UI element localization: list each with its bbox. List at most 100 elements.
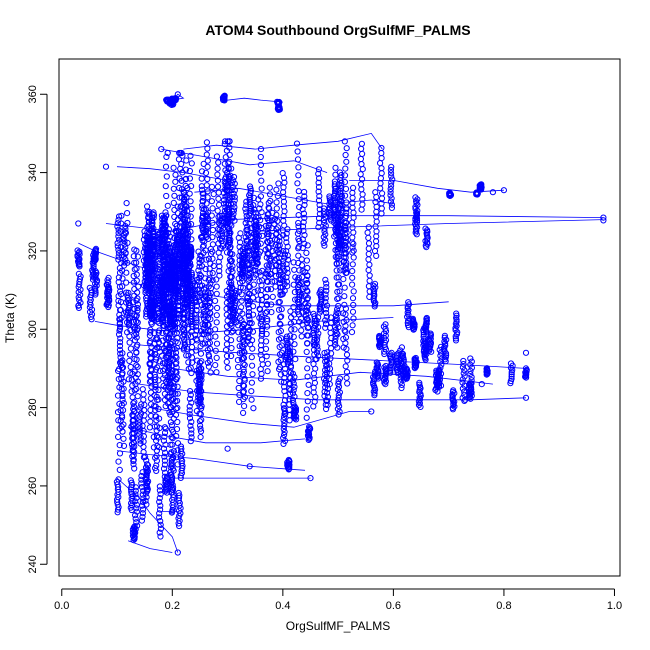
data-point xyxy=(134,363,141,370)
data-point xyxy=(149,269,156,276)
data-point xyxy=(237,284,244,291)
data-point xyxy=(178,160,185,168)
data-point xyxy=(215,213,222,220)
data-point xyxy=(365,256,372,263)
data-point xyxy=(289,396,296,403)
data-point xyxy=(147,418,154,425)
data-point xyxy=(168,260,175,267)
data-point xyxy=(305,357,312,364)
data-point xyxy=(291,341,298,348)
data-point xyxy=(153,467,160,474)
data-point xyxy=(357,155,364,163)
data-point xyxy=(203,139,210,146)
data-point xyxy=(164,286,171,293)
data-point xyxy=(221,160,228,167)
data-point xyxy=(177,443,184,450)
data-point xyxy=(304,242,311,249)
data-point xyxy=(249,362,256,369)
data-point xyxy=(114,240,121,247)
data-point xyxy=(217,231,224,238)
data-point xyxy=(188,160,195,167)
data-point xyxy=(163,329,170,336)
data-point xyxy=(200,325,207,332)
data-point xyxy=(122,229,129,236)
data-point xyxy=(116,316,123,323)
data-point xyxy=(238,297,245,304)
data-point xyxy=(303,406,310,413)
data-point xyxy=(119,414,126,421)
data-point xyxy=(140,391,147,398)
data-point xyxy=(333,267,340,274)
series-line xyxy=(116,477,179,553)
data-point xyxy=(303,249,310,256)
data-point xyxy=(179,228,187,236)
data-point xyxy=(291,266,298,273)
data-point xyxy=(215,159,222,166)
data-point xyxy=(197,399,204,406)
data-point xyxy=(115,433,122,440)
data-point xyxy=(327,340,334,347)
data-point xyxy=(379,190,386,197)
data-point xyxy=(146,218,153,225)
data-point xyxy=(166,409,173,416)
data-point xyxy=(123,289,130,296)
data-point xyxy=(115,256,122,263)
data-point xyxy=(172,220,179,227)
data-point xyxy=(222,186,229,193)
data-point xyxy=(201,302,208,309)
data-point xyxy=(186,388,194,395)
data-point xyxy=(365,250,372,258)
data-point xyxy=(152,376,159,383)
data-point xyxy=(125,376,132,383)
data-point xyxy=(222,175,229,182)
data-point xyxy=(170,428,177,435)
data-point xyxy=(180,259,187,267)
data-point xyxy=(120,400,127,407)
data-point xyxy=(156,483,163,490)
data-point xyxy=(264,368,271,375)
data-point xyxy=(196,359,204,366)
data-point xyxy=(188,221,195,228)
data-point xyxy=(170,396,177,403)
data-point xyxy=(324,349,331,356)
data-point xyxy=(350,315,357,322)
data-point xyxy=(197,428,205,435)
data-point xyxy=(197,411,204,418)
series-line xyxy=(116,450,306,471)
data-point xyxy=(199,233,206,240)
data-point xyxy=(131,266,138,273)
data-point xyxy=(232,290,239,297)
data-point xyxy=(133,318,140,325)
data-point xyxy=(132,374,139,381)
data-point xyxy=(365,224,372,231)
data-point xyxy=(248,354,255,361)
data-point xyxy=(155,295,162,302)
data-point xyxy=(186,411,193,418)
data-point xyxy=(364,229,371,236)
data-point xyxy=(221,141,228,148)
data-point xyxy=(122,256,129,263)
data-point xyxy=(264,271,271,278)
data-point xyxy=(303,287,310,294)
data-point xyxy=(165,368,172,375)
data-point xyxy=(196,256,203,263)
data-point xyxy=(131,292,138,299)
data-point xyxy=(169,276,176,283)
x-tick-label: 0.4 xyxy=(275,600,290,612)
data-point xyxy=(213,340,221,347)
data-point xyxy=(200,312,207,319)
data-point xyxy=(358,140,365,147)
data-point xyxy=(129,394,136,401)
data-point xyxy=(195,293,202,301)
data-point xyxy=(146,208,153,215)
data-point xyxy=(343,158,350,165)
data-point xyxy=(289,370,296,377)
data-point xyxy=(244,226,251,233)
data-point xyxy=(148,401,155,408)
data-point xyxy=(262,246,269,253)
data-point xyxy=(213,354,220,361)
data-point xyxy=(377,180,384,187)
data-point xyxy=(213,319,220,326)
data-point xyxy=(186,263,193,270)
data-point xyxy=(166,365,173,372)
